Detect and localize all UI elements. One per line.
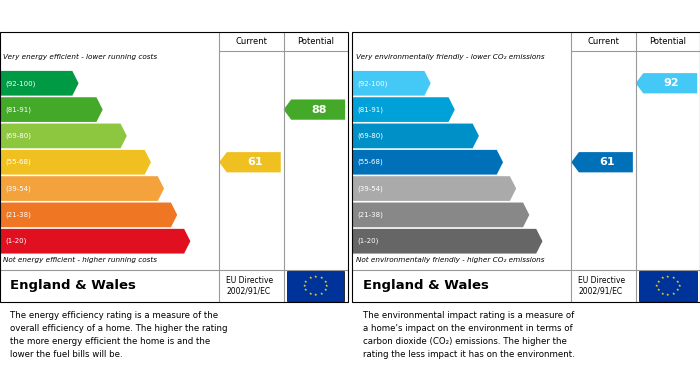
Text: ★: ★	[314, 293, 318, 297]
Text: ★: ★	[302, 284, 306, 288]
Polygon shape	[0, 124, 127, 148]
Polygon shape	[0, 71, 78, 96]
Polygon shape	[352, 71, 430, 96]
Text: C: C	[481, 129, 490, 142]
Text: The energy efficiency rating is a measure of the
overall efficiency of a home. T: The energy efficiency rating is a measur…	[10, 312, 228, 359]
Text: G: G	[192, 235, 203, 248]
FancyBboxPatch shape	[639, 271, 696, 301]
Text: F: F	[179, 208, 188, 221]
Text: Current: Current	[587, 37, 620, 46]
Text: Environmental Impact (CO₂) Rating: Environmental Impact (CO₂) Rating	[363, 10, 595, 23]
Polygon shape	[0, 229, 190, 253]
Text: ★: ★	[678, 284, 681, 288]
Text: ★: ★	[323, 288, 327, 292]
Text: The environmental impact rating is a measure of
a home's impact on the environme: The environmental impact rating is a mea…	[363, 312, 574, 359]
Text: Energy Efficiency Rating: Energy Efficiency Rating	[10, 10, 173, 23]
Text: ★: ★	[326, 284, 329, 288]
Text: 88: 88	[312, 104, 327, 115]
Text: ★: ★	[308, 276, 312, 280]
Text: ★: ★	[314, 275, 318, 279]
Polygon shape	[0, 203, 177, 227]
Text: E: E	[166, 182, 175, 195]
Text: F: F	[531, 208, 540, 221]
Text: (81-91): (81-91)	[357, 106, 384, 113]
Text: ★: ★	[320, 276, 323, 280]
Text: Very environmentally friendly - lower CO₂ emissions: Very environmentally friendly - lower CO…	[356, 54, 544, 60]
Polygon shape	[352, 229, 542, 253]
Text: (55-68): (55-68)	[357, 159, 383, 165]
Text: B: B	[104, 103, 115, 116]
Text: ★: ★	[660, 292, 664, 296]
Text: Not environmentally friendly - higher CO₂ emissions: Not environmentally friendly - higher CO…	[356, 256, 544, 263]
Text: Potential: Potential	[298, 37, 334, 46]
Text: Not energy efficient - higher running costs: Not energy efficient - higher running co…	[4, 256, 158, 263]
Text: (92-100): (92-100)	[5, 80, 36, 86]
Text: (92-100): (92-100)	[357, 80, 388, 86]
Polygon shape	[219, 152, 281, 172]
Text: ★: ★	[672, 276, 676, 280]
Text: ★: ★	[660, 276, 664, 280]
Polygon shape	[352, 176, 516, 201]
Text: (21-38): (21-38)	[5, 212, 31, 218]
Text: (69-80): (69-80)	[357, 133, 384, 139]
Text: ★: ★	[666, 275, 670, 279]
Polygon shape	[352, 124, 479, 148]
Text: A: A	[80, 77, 90, 90]
Text: ★: ★	[304, 280, 308, 283]
Text: EU Directive
2002/91/EC: EU Directive 2002/91/EC	[578, 276, 625, 296]
Text: England & Wales: England & Wales	[363, 280, 489, 292]
Text: B: B	[456, 103, 467, 116]
Polygon shape	[352, 150, 503, 175]
Text: (1-20): (1-20)	[357, 238, 379, 244]
Text: ★: ★	[657, 280, 660, 283]
Text: ★: ★	[323, 280, 327, 283]
Text: ★: ★	[304, 288, 308, 292]
Text: England & Wales: England & Wales	[10, 280, 136, 292]
Polygon shape	[352, 203, 529, 227]
Text: 92: 92	[664, 78, 679, 88]
Text: G: G	[544, 235, 555, 248]
Polygon shape	[0, 150, 151, 175]
Text: ★: ★	[672, 292, 676, 296]
Polygon shape	[284, 99, 345, 120]
Text: ★: ★	[320, 292, 323, 296]
Text: EU Directive
2002/91/EC: EU Directive 2002/91/EC	[226, 276, 273, 296]
Text: E: E	[518, 182, 527, 195]
Polygon shape	[0, 97, 103, 122]
Text: C: C	[129, 129, 138, 142]
Text: A: A	[433, 77, 442, 90]
Text: ★: ★	[308, 292, 312, 296]
Text: D: D	[505, 156, 516, 169]
Text: D: D	[153, 156, 164, 169]
Text: (21-38): (21-38)	[357, 212, 383, 218]
Text: Very energy efficient - lower running costs: Very energy efficient - lower running co…	[4, 54, 158, 60]
Polygon shape	[0, 176, 164, 201]
FancyBboxPatch shape	[287, 271, 344, 301]
Text: 61: 61	[247, 157, 262, 167]
Text: ★: ★	[666, 293, 670, 297]
Text: Potential: Potential	[650, 37, 686, 46]
Polygon shape	[571, 152, 633, 172]
Text: (39-54): (39-54)	[5, 185, 31, 192]
Text: ★: ★	[657, 288, 660, 292]
Polygon shape	[352, 97, 455, 122]
Text: (81-91): (81-91)	[5, 106, 32, 113]
Text: ★: ★	[654, 284, 658, 288]
Text: (55-68): (55-68)	[5, 159, 31, 165]
Text: (1-20): (1-20)	[5, 238, 27, 244]
Text: ★: ★	[676, 288, 679, 292]
Text: (39-54): (39-54)	[357, 185, 383, 192]
Text: ★: ★	[676, 280, 679, 283]
Text: (69-80): (69-80)	[5, 133, 32, 139]
Polygon shape	[636, 73, 697, 93]
Text: Current: Current	[235, 37, 267, 46]
Text: 61: 61	[599, 157, 615, 167]
